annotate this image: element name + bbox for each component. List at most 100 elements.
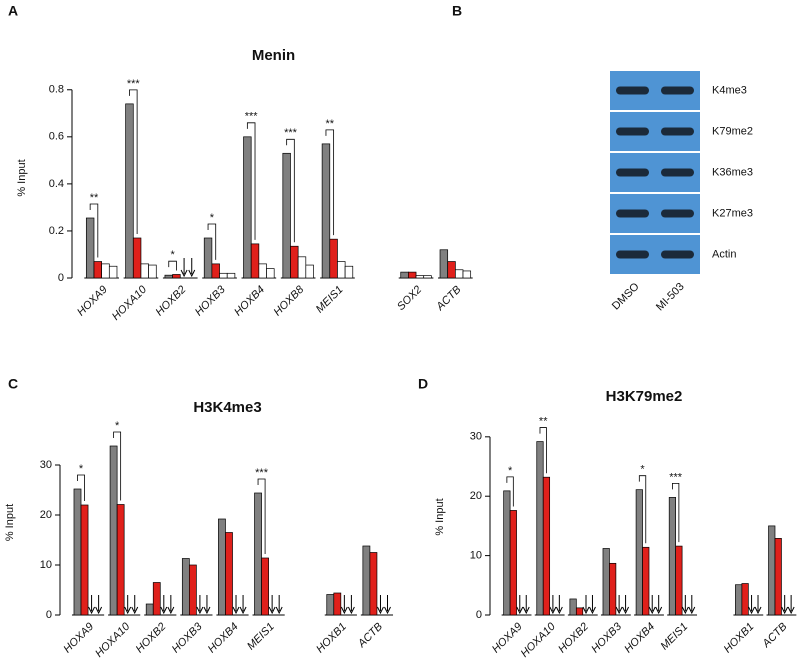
bar (735, 584, 743, 616)
below-detection-arrow (347, 595, 355, 615)
below-detection-arrow (95, 595, 103, 615)
bar (423, 275, 432, 279)
blot-band (616, 127, 649, 136)
y-axis-label: % Input (434, 498, 446, 535)
significance-label: *** (245, 111, 259, 123)
below-detection-arrow (555, 595, 563, 615)
bar (344, 265, 354, 279)
x-tick-label: HOXB1 (314, 621, 349, 656)
bar (609, 562, 617, 616)
below-detection-arrow (688, 595, 696, 615)
panel-label: B (452, 3, 462, 19)
significance-bracket (246, 122, 256, 240)
x-tick-label: HOXA10 (110, 283, 150, 323)
bar (290, 245, 299, 279)
below-detection-arrow (754, 595, 762, 615)
bar (447, 261, 456, 279)
below-detection-arrow (188, 258, 196, 278)
below-detection-arrow (516, 595, 524, 615)
bar (73, 488, 82, 616)
bar (337, 261, 346, 279)
bar (575, 607, 584, 616)
below-detection-arrow (589, 595, 596, 615)
below-detection-arrow (340, 595, 348, 615)
band-label: K4me3 (712, 84, 747, 96)
bar (408, 271, 417, 279)
below-detection-arrow (232, 595, 240, 615)
bar (140, 263, 149, 279)
below-detection-arrow (131, 595, 139, 615)
significance-bracket (89, 203, 99, 258)
blot-band (616, 168, 649, 177)
y-tick-label: 0.4 (49, 178, 64, 190)
bar (326, 594, 335, 616)
y-tick-label: 0 (58, 272, 64, 284)
significance-bracket (77, 474, 85, 501)
bar (635, 489, 643, 616)
significance-bracket (286, 138, 295, 243)
x-tick-label: HOXB3 (193, 283, 228, 318)
below-detection-arrow (655, 595, 663, 615)
bar (602, 548, 610, 616)
x-tick-label: HOXA10 (519, 620, 559, 660)
significance-label: *** (127, 78, 141, 90)
blot-band (616, 86, 649, 95)
y-tick-label: 20 (40, 509, 52, 521)
x-tick-label: MEIS1 (314, 284, 346, 316)
y-tick-label: 0 (476, 609, 482, 621)
significance-label: *** (669, 471, 683, 483)
bar (642, 546, 650, 616)
bar (226, 272, 236, 279)
significance-label: ** (90, 192, 99, 204)
band-label: K36me3 (712, 166, 753, 178)
bar (455, 269, 464, 279)
x-tick-label: ACTB (434, 284, 464, 314)
bar (362, 545, 371, 616)
x-tick-label: HOXB1 (722, 621, 757, 656)
x-tick-label: HOXB4 (622, 621, 657, 656)
y-tick-label: 0.6 (49, 131, 64, 143)
significance-bracket (168, 260, 177, 271)
bar (400, 271, 409, 279)
y-tick-label: 0.2 (49, 225, 64, 237)
bar (333, 592, 342, 616)
below-detection-arrow (781, 595, 789, 615)
y-tick-label: 10 (40, 559, 52, 571)
below-detection-arrow (787, 595, 795, 615)
bar (85, 217, 95, 279)
bar (254, 492, 262, 616)
y-tick-label: 0 (46, 609, 52, 621)
below-detection-arrow (196, 595, 204, 615)
lane-label: DMSO (610, 280, 642, 312)
bar (536, 441, 544, 616)
bar (266, 268, 275, 279)
panel-label: C (8, 376, 18, 392)
below-detection-arrow (549, 595, 557, 615)
x-tick-label: MEIS1 (245, 621, 277, 653)
chart-title: H3K79me2 (606, 388, 683, 405)
below-detection-arrow (748, 595, 756, 615)
x-tick-label: HOXB2 (134, 621, 169, 656)
blot-band (661, 209, 694, 218)
significance-label: ** (539, 415, 548, 427)
below-detection-arrow (615, 595, 623, 615)
significance-bracket (506, 476, 514, 507)
significance-label: *** (255, 467, 269, 479)
band-label: Actin (712, 248, 736, 260)
significance-label: * (170, 249, 175, 261)
x-tick-label: HOXB8 (271, 283, 306, 318)
significance-label: * (115, 420, 120, 432)
bar (181, 558, 190, 616)
below-detection-arrow (124, 595, 132, 615)
below-detection-arrow (268, 595, 276, 615)
x-tick-label: MEIS1 (658, 621, 690, 653)
below-detection-arrow (384, 595, 391, 615)
panel-label: D (418, 376, 428, 392)
significance-label: * (79, 463, 84, 475)
bar (415, 275, 425, 279)
bar (93, 261, 103, 279)
bar (462, 270, 472, 279)
bar (152, 582, 161, 616)
bar (369, 552, 378, 616)
